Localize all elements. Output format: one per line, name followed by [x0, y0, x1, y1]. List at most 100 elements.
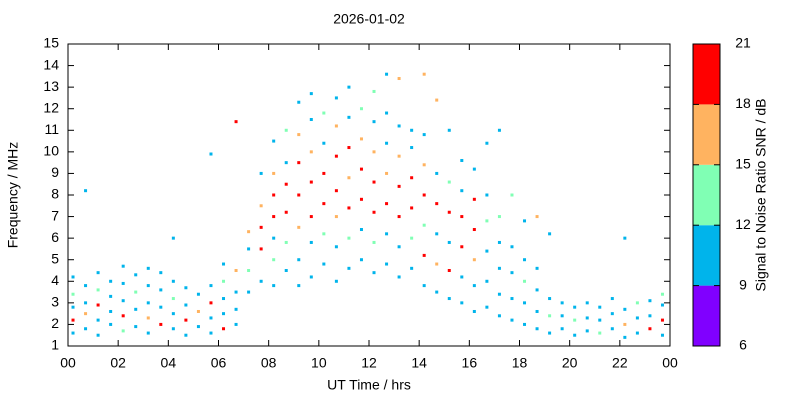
- data-point: [334, 245, 338, 249]
- data-point: [422, 72, 426, 76]
- data-point: [297, 161, 301, 165]
- data-point: [196, 292, 200, 296]
- data-point: [435, 171, 439, 175]
- data-point: [134, 290, 138, 294]
- data-point: [648, 314, 652, 318]
- data-point: [309, 215, 313, 219]
- data-point: [435, 202, 439, 206]
- data-point: [146, 266, 150, 270]
- data-point: [297, 258, 301, 262]
- data-point: [460, 275, 464, 279]
- data-point: [84, 312, 88, 316]
- data-point: [397, 215, 401, 219]
- data-point: [510, 193, 514, 197]
- data-point: [422, 253, 426, 257]
- data-point: [71, 275, 75, 279]
- data-point: [84, 189, 88, 193]
- data-point: [121, 299, 125, 303]
- data-point: [460, 245, 464, 249]
- data-point: [297, 100, 301, 104]
- data-point: [397, 124, 401, 128]
- data-point: [109, 279, 113, 283]
- data-point: [184, 286, 188, 290]
- data-point: [234, 120, 238, 124]
- data-point: [334, 96, 338, 100]
- plot-frame: [67, 43, 671, 347]
- data-point: [485, 279, 489, 283]
- data-point: [234, 307, 238, 311]
- data-point: [548, 331, 552, 335]
- data-point: [159, 322, 163, 326]
- data-point: [272, 215, 276, 219]
- data-point: [284, 182, 288, 186]
- data-point: [397, 154, 401, 158]
- x-tick-label: 10: [311, 355, 327, 371]
- data-point: [385, 141, 389, 145]
- data-point: [485, 249, 489, 253]
- data-point: [385, 262, 389, 266]
- data-point: [610, 312, 614, 316]
- data-point: [309, 92, 313, 96]
- data-point: [334, 124, 338, 128]
- data-point: [222, 262, 226, 266]
- data-point: [623, 322, 627, 326]
- data-point: [284, 269, 288, 272]
- data-point: [309, 240, 313, 244]
- colorbar-frame: [692, 43, 721, 347]
- data-point: [322, 171, 326, 175]
- data-point: [334, 215, 338, 219]
- data-point: [322, 141, 326, 145]
- data-point: [472, 284, 476, 288]
- data-point: [385, 72, 389, 76]
- data-point: [447, 240, 451, 244]
- data-point: [435, 262, 439, 266]
- data-point: [472, 309, 476, 313]
- data-point: [234, 290, 238, 294]
- data-point: [410, 128, 414, 132]
- data-point: [209, 284, 213, 288]
- y-tick-label: 14: [43, 56, 59, 72]
- data-point: [397, 184, 401, 188]
- data-point: [410, 206, 414, 210]
- data-point: [460, 189, 464, 193]
- y-tick-label: 10: [43, 143, 59, 159]
- data-point: [510, 271, 514, 275]
- data-point: [648, 299, 652, 303]
- data-point: [385, 171, 389, 175]
- data-point: [447, 180, 451, 184]
- data-point: [523, 279, 527, 283]
- data-point: [184, 333, 188, 337]
- data-point: [359, 228, 363, 232]
- x-tick-label: 20: [562, 355, 578, 371]
- data-point: [184, 303, 188, 307]
- y-tick-label: 2: [51, 315, 59, 331]
- data-point: [598, 331, 602, 335]
- data-point: [171, 279, 175, 283]
- data-point: [309, 118, 313, 121]
- colorbar-tick-label: 21: [735, 35, 751, 51]
- data-point: [71, 305, 75, 309]
- data-point: [410, 236, 414, 240]
- data-point: [548, 232, 552, 236]
- data-point: [209, 331, 213, 335]
- data-point: [247, 290, 251, 294]
- data-point: [71, 292, 75, 296]
- data-point: [497, 128, 501, 132]
- data-point: [548, 297, 552, 301]
- data-point: [272, 236, 276, 240]
- data-point: [134, 307, 138, 311]
- data-point: [573, 333, 577, 337]
- data-point: [146, 331, 150, 335]
- data-point: [635, 316, 639, 320]
- data-point: [510, 297, 514, 301]
- data-point: [322, 111, 326, 115]
- chart-title: 2026-01-02: [333, 11, 405, 27]
- data-point: [385, 202, 389, 206]
- y-tick-label: 1: [51, 337, 59, 353]
- data-point: [485, 193, 489, 197]
- data-point: [96, 303, 100, 307]
- data-point: [497, 266, 501, 270]
- data-point: [84, 284, 88, 288]
- data-point: [385, 232, 389, 236]
